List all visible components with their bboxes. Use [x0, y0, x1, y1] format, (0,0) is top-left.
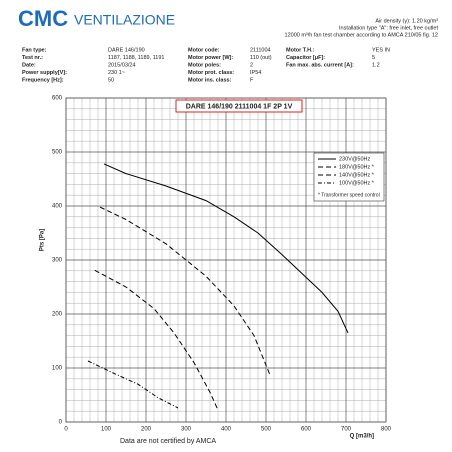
x-tick-label: 700 [341, 427, 352, 433]
y-tick-label: 400 [52, 204, 63, 210]
header-note: 12000 m³/h fan test chamber according to… [285, 32, 438, 38]
brand: CMC [18, 6, 68, 31]
info-label: Test nr.: [22, 55, 43, 61]
legend-note: * Transformer speed control [318, 192, 380, 198]
info-label: Fan max. abs. current [A]: [286, 62, 354, 68]
header-note: Installation type "A": free inlet, free … [339, 25, 438, 31]
chart-title-box [175, 99, 303, 113]
x-tick-label: 500 [261, 427, 272, 433]
legend-label: 180V@50Hz * [339, 164, 375, 170]
info-value: 2111004 [250, 47, 271, 53]
info-value: 2015/03/24 [108, 62, 136, 68]
info-value: 2 [250, 62, 253, 68]
header-note: Air density (γ): 1.20 kg/m³ [375, 18, 438, 24]
legend-box [313, 152, 385, 202]
info-label: Date: [22, 62, 36, 68]
info-value: 50 [108, 77, 114, 83]
info-label: Fan type: [22, 47, 47, 53]
info-label: Motor poles: [188, 62, 221, 68]
x-tick-label: 800 [381, 427, 392, 433]
info-value: 5 [372, 55, 375, 61]
y-tick-label: 500 [52, 150, 63, 156]
x-tick-label: 0 [64, 427, 68, 433]
info-label: Power supply[V]: [22, 70, 67, 76]
info-label: Frequency [Hz]: [22, 77, 64, 83]
legend-label: 230V@50Hz [339, 156, 371, 162]
info-value: YES IN [372, 47, 390, 53]
series-line [99, 206, 271, 376]
x-tick-label: 100 [101, 427, 112, 433]
y-tick-label: 300 [52, 258, 63, 264]
info-label: Capacitor [μF]: [286, 55, 325, 61]
info-label: Motor code: [188, 47, 220, 53]
info-value: 230 1~ [108, 70, 125, 76]
brand-sub: VENTILAZIONE [74, 12, 175, 28]
legend-label: 140V@50Hz * [339, 172, 375, 178]
series-line [87, 360, 179, 409]
info-value: F [250, 77, 254, 83]
footer: Data are not certified by AMCA [120, 438, 216, 445]
chart-title: DARE 146/190 2111004 1F 2P 1V [186, 103, 293, 110]
x-axis-label: Q [m3/h] [350, 434, 374, 440]
x-tick-label: 300 [181, 427, 192, 433]
x-tick-label: 400 [221, 427, 232, 433]
info-label: Motor ins. class: [188, 77, 232, 83]
y-tick-label: 200 [52, 312, 63, 318]
info-value: DARE 146/190 [108, 47, 145, 53]
info-label: Motor T.H.: [286, 47, 315, 53]
y-tick-label: 100 [52, 366, 63, 372]
y-tick-label: 600 [52, 96, 63, 102]
info-value: 1187, 1188, 1189, 1191 [108, 55, 164, 61]
y-tick-label: 0 [59, 420, 63, 426]
x-tick-label: 200 [141, 427, 152, 433]
x-tick-label: 600 [301, 427, 312, 433]
legend-label: 100V@50Hz * [339, 180, 375, 186]
series-line [94, 269, 219, 411]
info-value: 1.2 [372, 62, 380, 68]
info-label: Motor prot. class: [188, 70, 234, 76]
y-axis-label: Pts [Pa] [40, 229, 46, 251]
info-label: Motor power [W]: [188, 55, 233, 61]
info-value: IP54 [250, 70, 261, 76]
info-value: 110 (out) [250, 55, 272, 61]
series-line [103, 163, 349, 334]
